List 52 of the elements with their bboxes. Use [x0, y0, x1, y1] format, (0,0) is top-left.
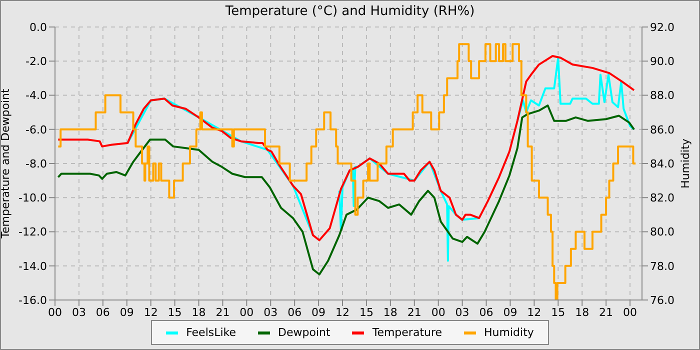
x-tick-label: 03 [72, 306, 86, 319]
line-series [57, 55, 636, 242]
legend-label: FeelsLike [185, 326, 236, 339]
y2-tick-label: 86.0 [650, 123, 674, 136]
x-tick-label: 15 [168, 306, 182, 319]
x-tick-label: 12 [527, 306, 542, 319]
line-series [57, 104, 636, 276]
y2-tick-label: 82.0 [650, 192, 674, 205]
x-tick-label: 03 [455, 306, 470, 319]
legend-label: Temperature [371, 326, 442, 339]
y-tick-label: -8.0 [26, 157, 47, 170]
y-tick-label: -12.0 [18, 226, 47, 239]
x-tick-label: 09 [312, 306, 326, 319]
x-tick-label: 21 [599, 306, 614, 319]
y-tick-label: 0.0 [30, 20, 47, 34]
chart-title: Temperature (°C) and Humidity (RH%) [224, 4, 476, 19]
x-tick-label: 15 [359, 306, 374, 319]
y2-tick-label: 84.0 [650, 157, 674, 170]
x-tick-label: 15 [551, 306, 566, 319]
x-tick-label: 00 [240, 306, 254, 319]
x-tick-label: 12 [336, 306, 350, 319]
x-tick-label: 06 [479, 306, 494, 319]
x-tick-label: 21 [216, 306, 230, 319]
x-tick-label: 00 [623, 306, 638, 319]
y-tick-label: -16.0 [18, 294, 47, 307]
y2-tick-label: 76.0 [650, 294, 674, 307]
y-tick-label: -14.0 [18, 260, 47, 273]
x-tick-label: 00 [431, 306, 446, 319]
x-tick-label: 21 [407, 306, 422, 319]
y2-tick-label: 88.0 [650, 89, 674, 102]
y-tick-label: -4.0 [26, 89, 47, 102]
x-tick-label: 18 [192, 306, 206, 319]
y-tick-label: -6.0 [26, 123, 47, 136]
x-tick-label: 09 [503, 306, 518, 319]
x-tick-label: 12 [144, 306, 158, 319]
y2-tick-label: 90.0 [650, 55, 674, 68]
x-tick-label: 00 [48, 306, 62, 319]
x-tick-label: 18 [575, 306, 590, 319]
y2-tick-label: 80.0 [650, 226, 674, 239]
x-tick-label: 18 [383, 306, 398, 319]
legend-label: Humidity [483, 326, 534, 339]
y2-axis-title: Humidity [678, 138, 692, 188]
y2-tick-label: 78.0 [650, 260, 674, 273]
y-tick-label: -10.0 [18, 192, 47, 205]
y-tick-label: -2.0 [26, 55, 47, 68]
x-tick-label: 06 [96, 306, 110, 319]
x-tick-label: 06 [288, 306, 302, 319]
x-tick-label: 03 [264, 306, 278, 319]
x-tick-label: 09 [120, 306, 134, 319]
legend-label: Dewpoint [277, 326, 330, 339]
y-axis-title: Temperature and Dewpoint [0, 88, 12, 240]
y2-tick-label: 92.0 [650, 20, 674, 34]
